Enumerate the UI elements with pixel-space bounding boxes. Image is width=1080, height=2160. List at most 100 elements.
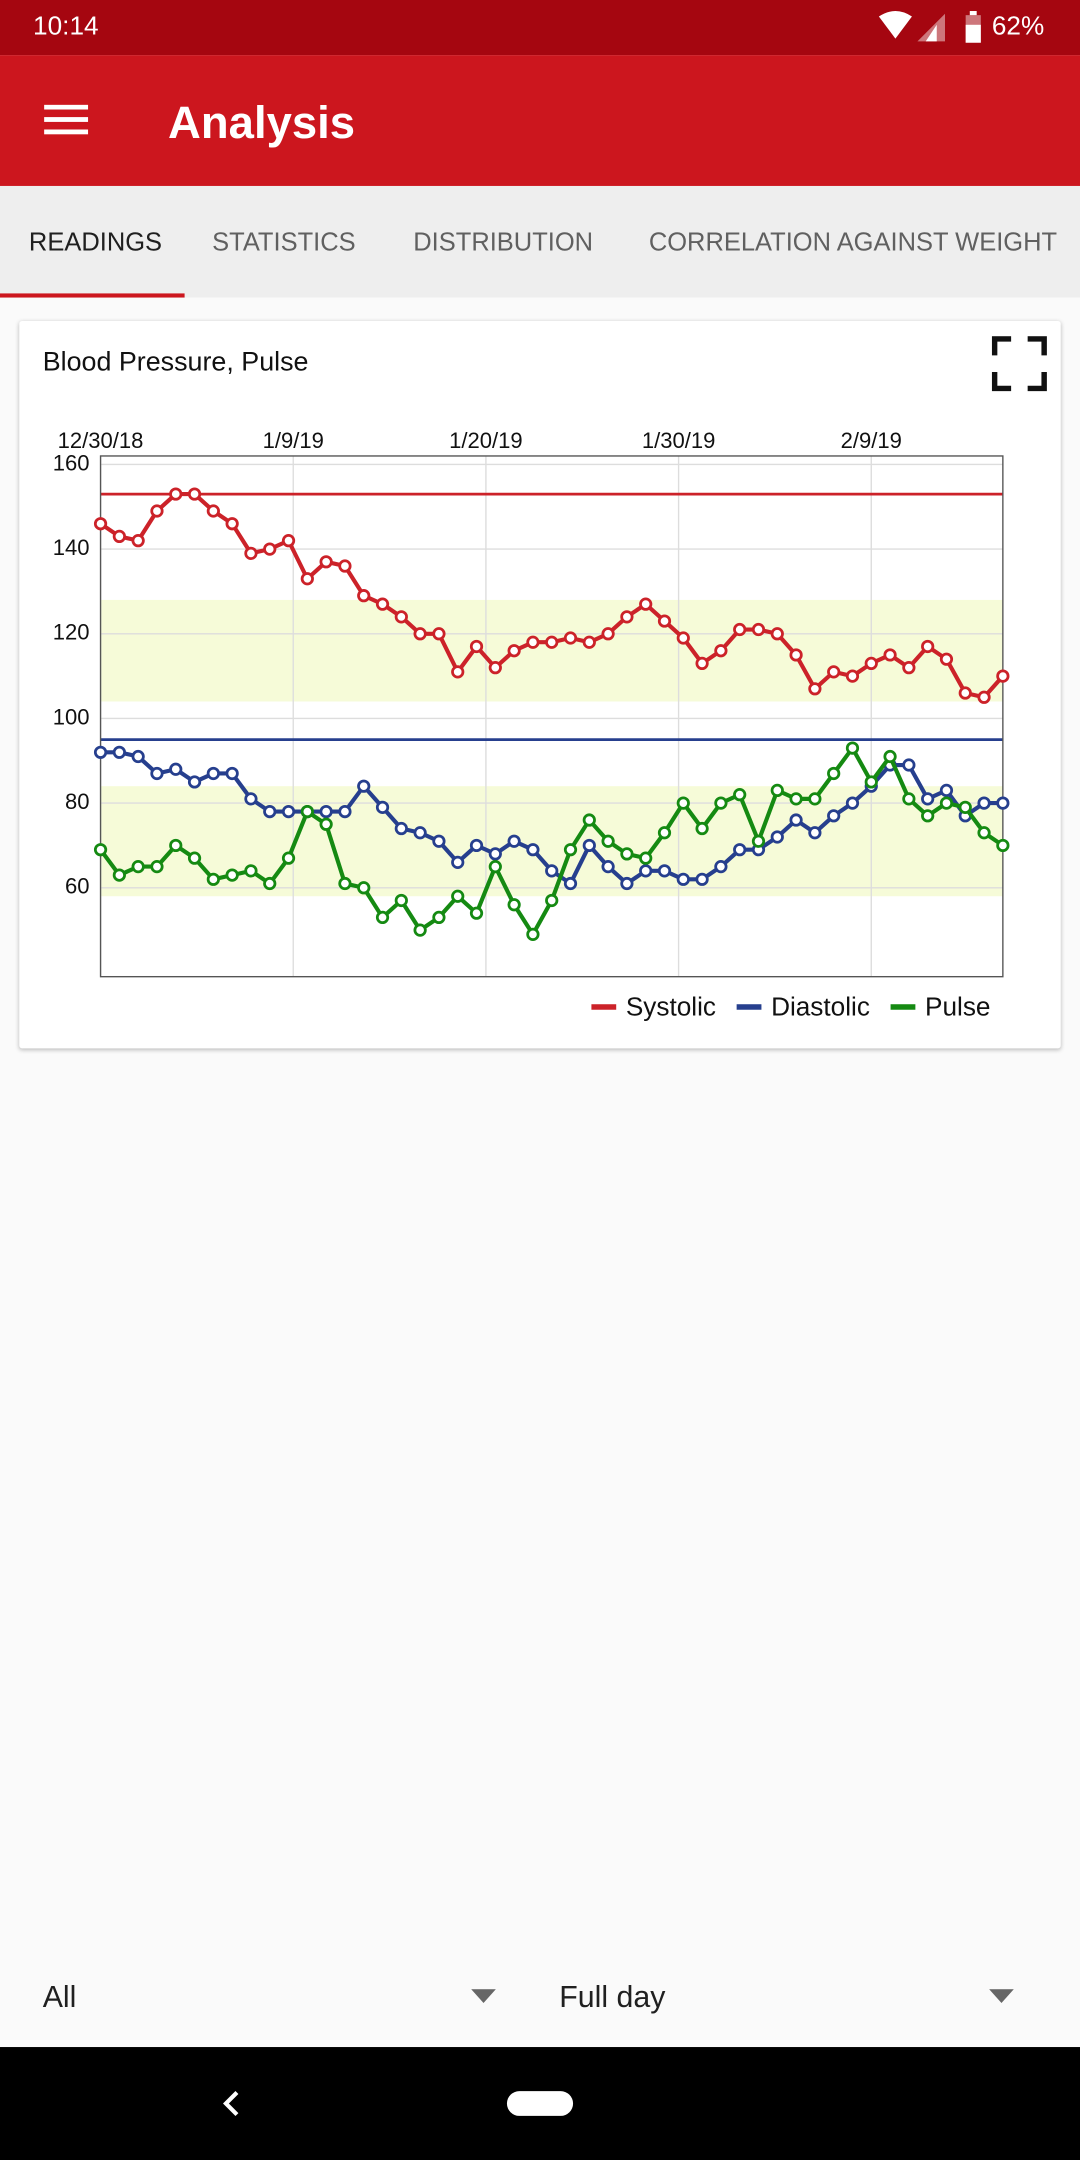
- data-point: [939, 783, 954, 798]
- data-point: [169, 838, 183, 853]
- data-point: [883, 648, 897, 662]
- tab[interactable]: DISTRIBUTION: [413, 227, 594, 257]
- data-point: [451, 855, 465, 869]
- data-point: [263, 804, 277, 819]
- data-point: [620, 610, 634, 624]
- data-point: [281, 851, 296, 865]
- data-point: [413, 826, 427, 840]
- menu-button[interactable]: [44, 104, 89, 138]
- card-title: Blood Pressure, Pulse: [42, 347, 309, 378]
- data-point: [845, 669, 860, 683]
- data-point: [357, 779, 371, 793]
- data-point: [563, 876, 578, 891]
- data-point: [695, 872, 709, 886]
- data-point: [714, 644, 728, 658]
- data-point: [582, 838, 596, 853]
- data-point: [150, 504, 164, 518]
- battery-icon: [965, 11, 981, 43]
- data-point: [375, 800, 390, 814]
- data-point: [281, 534, 296, 548]
- data-point: [375, 597, 390, 611]
- data-point: [300, 804, 314, 819]
- status-bar: 10:14 62%: [0, 0, 1080, 56]
- data-point: [770, 627, 784, 641]
- data-point: [902, 792, 916, 806]
- data-point: [958, 800, 972, 814]
- data-point: [338, 804, 352, 819]
- data-point: [394, 893, 408, 908]
- data-point: [93, 517, 108, 531]
- data-point: [225, 766, 239, 781]
- data-point: [432, 910, 446, 925]
- data-point: [507, 644, 521, 658]
- data-point: [206, 766, 220, 781]
- data-point: [996, 669, 1010, 683]
- time-spinner[interactable]: Full day: [559, 1979, 666, 2014]
- legend-label: Pulse: [925, 991, 990, 1021]
- data-point: [864, 656, 878, 671]
- data-point: [263, 876, 277, 891]
- data-point: [169, 762, 183, 776]
- data-point: [751, 622, 766, 637]
- data-point: [394, 821, 408, 836]
- y-tick-label: 100: [53, 704, 90, 729]
- period-spinner[interactable]: All: [42, 1979, 77, 2014]
- data-point: [357, 589, 371, 603]
- dropdown-arrow[interactable]: [471, 1989, 496, 2003]
- data-point: [789, 792, 803, 806]
- data-point: [375, 910, 390, 925]
- data-point: [488, 661, 502, 675]
- data-point: [770, 783, 784, 798]
- data-point: [770, 830, 784, 844]
- data-point: [827, 665, 841, 679]
- tab[interactable]: CORRELATION AGAINST WEIGHT: [648, 227, 1058, 257]
- data-point: [244, 546, 258, 560]
- data-point: [808, 682, 822, 696]
- app-bar: Analysis: [0, 55, 1080, 186]
- data-point: [338, 559, 352, 573]
- data-point: [187, 851, 202, 865]
- data-point: [131, 749, 145, 764]
- data-point: [808, 826, 822, 840]
- x-tick-label: 1/9/19: [263, 428, 324, 453]
- data-point: [733, 843, 747, 857]
- data-point: [733, 788, 747, 802]
- fullscreen-button[interactable]: [991, 336, 1047, 392]
- tab[interactable]: STATISTICS: [212, 227, 356, 257]
- data-point: [488, 860, 502, 874]
- data-point: [977, 796, 991, 810]
- tab[interactable]: READINGS: [28, 227, 163, 257]
- data-point: [507, 898, 521, 912]
- dropdown-arrow[interactable]: [989, 1989, 1014, 2003]
- back-button[interactable]: [220, 2090, 242, 2118]
- data-point: [676, 872, 690, 886]
- data-point: [657, 864, 672, 878]
- data-point: [206, 872, 220, 886]
- data-point: [319, 817, 333, 831]
- data-point: [582, 635, 596, 649]
- data-point: [526, 927, 540, 941]
- data-point: [827, 766, 841, 781]
- data-point: [394, 610, 408, 624]
- data-point: [902, 661, 916, 675]
- data-point: [695, 821, 709, 836]
- data-point: [469, 838, 484, 853]
- target-band: [100, 599, 1003, 702]
- data-point: [526, 843, 540, 857]
- x-tick-label: 1/20/19: [449, 428, 523, 453]
- data-point: [789, 648, 803, 662]
- data-point: [469, 639, 484, 654]
- y-tick-label: 120: [53, 620, 90, 645]
- data-point: [789, 813, 803, 827]
- data-point: [733, 622, 747, 637]
- data-point: [488, 847, 502, 861]
- data-point: [563, 631, 578, 645]
- home-button[interactable]: [506, 2091, 574, 2116]
- data-point: [563, 843, 578, 857]
- y-tick-label: 140: [53, 535, 90, 560]
- data-point: [601, 860, 615, 874]
- data-point: [432, 834, 446, 848]
- data-point: [131, 534, 145, 548]
